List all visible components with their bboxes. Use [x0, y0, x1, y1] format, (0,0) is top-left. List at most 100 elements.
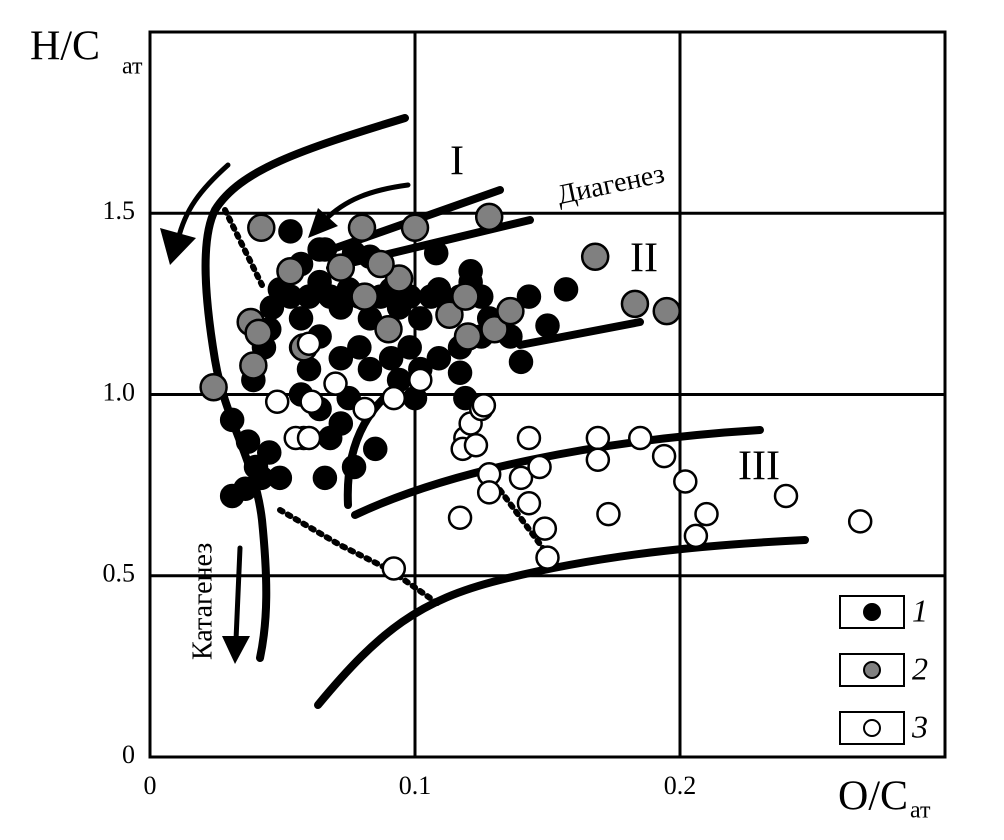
- legend-label: 1: [912, 592, 928, 628]
- point: [363, 436, 388, 462]
- point: [378, 346, 404, 371]
- point: [480, 315, 509, 344]
- arrow: [175, 162, 231, 243]
- legend-label: 3: [911, 708, 928, 744]
- point: [516, 491, 542, 516]
- point: [585, 425, 611, 451]
- point: [694, 501, 719, 527]
- point: [307, 237, 332, 262]
- point: [463, 433, 489, 458]
- point: [585, 447, 611, 472]
- annotation: III: [738, 444, 780, 490]
- point: [451, 282, 480, 311]
- point: [312, 465, 338, 491]
- wavy-line: [497, 487, 551, 558]
- point: [673, 469, 698, 494]
- point: [628, 425, 653, 451]
- y-tick-label: 1.0: [103, 377, 136, 406]
- point: [244, 318, 273, 348]
- x-tick-label: 0.2: [664, 771, 697, 800]
- point: [535, 545, 560, 570]
- curve: [201, 114, 409, 662]
- arrowhead: [222, 636, 250, 664]
- legend: 1 2 3: [839, 592, 928, 745]
- point: [296, 425, 322, 451]
- point: [341, 454, 367, 480]
- point: [471, 393, 497, 418]
- point: [347, 335, 372, 360]
- point: [474, 202, 504, 232]
- point: [247, 213, 276, 242]
- point: [235, 429, 261, 454]
- point: [328, 411, 354, 436]
- point: [535, 313, 560, 338]
- curve: [516, 318, 644, 349]
- point: [408, 306, 433, 331]
- point: [423, 240, 449, 266]
- x-axis-label: O/C: [838, 774, 908, 820]
- legend-marker: [863, 603, 881, 621]
- y-tick-label: 0: [122, 740, 135, 769]
- point: [651, 443, 677, 469]
- point: [384, 264, 414, 293]
- x-tick-label: 0: [144, 771, 157, 800]
- point: [408, 367, 433, 393]
- point: [476, 480, 502, 505]
- point: [328, 346, 354, 371]
- point: [400, 213, 430, 242]
- point: [447, 360, 473, 385]
- point: [199, 373, 228, 402]
- point: [527, 454, 552, 480]
- point: [773, 483, 799, 509]
- y-axis-label-sub: ат: [122, 54, 143, 80]
- point: [357, 356, 383, 382]
- point: [426, 346, 452, 371]
- y-tick-label: 0.5: [103, 559, 136, 588]
- curve: [314, 536, 809, 709]
- legend-marker: [863, 661, 881, 679]
- point: [620, 289, 650, 319]
- point: [267, 465, 293, 491]
- legend-label: 2: [912, 650, 928, 686]
- point: [496, 296, 525, 326]
- point: [683, 523, 709, 549]
- point: [847, 509, 873, 534]
- point: [276, 257, 305, 286]
- point: [381, 556, 407, 581]
- point: [397, 335, 422, 360]
- point: [447, 505, 473, 530]
- point: [299, 389, 324, 414]
- point: [508, 465, 534, 491]
- legend-marker: [863, 719, 881, 737]
- point: [458, 259, 483, 284]
- point: [596, 501, 621, 527]
- arrowhead: [308, 208, 338, 238]
- point: [374, 315, 403, 344]
- point: [296, 331, 322, 356]
- point: [350, 282, 379, 311]
- arrow: [233, 545, 243, 643]
- point: [516, 284, 542, 309]
- point: [532, 516, 558, 541]
- legend-box: [839, 595, 905, 629]
- y-tick-label: 1.5: [103, 196, 136, 225]
- y-axis-label: H/C: [30, 24, 100, 70]
- point: [652, 296, 681, 326]
- point: [323, 371, 348, 396]
- point: [508, 349, 534, 375]
- point: [296, 356, 322, 382]
- annotation: II: [630, 236, 658, 282]
- point: [347, 213, 377, 242]
- point: [278, 219, 303, 244]
- point: [453, 322, 483, 351]
- point: [516, 425, 542, 451]
- point: [352, 396, 377, 422]
- annotation: Катагенез: [187, 543, 218, 660]
- wavy-line: [222, 207, 265, 288]
- point: [435, 300, 464, 329]
- x-tick-label: 0.1: [399, 771, 432, 800]
- point: [239, 351, 268, 380]
- x-axis-label-sub: ат: [910, 798, 931, 824]
